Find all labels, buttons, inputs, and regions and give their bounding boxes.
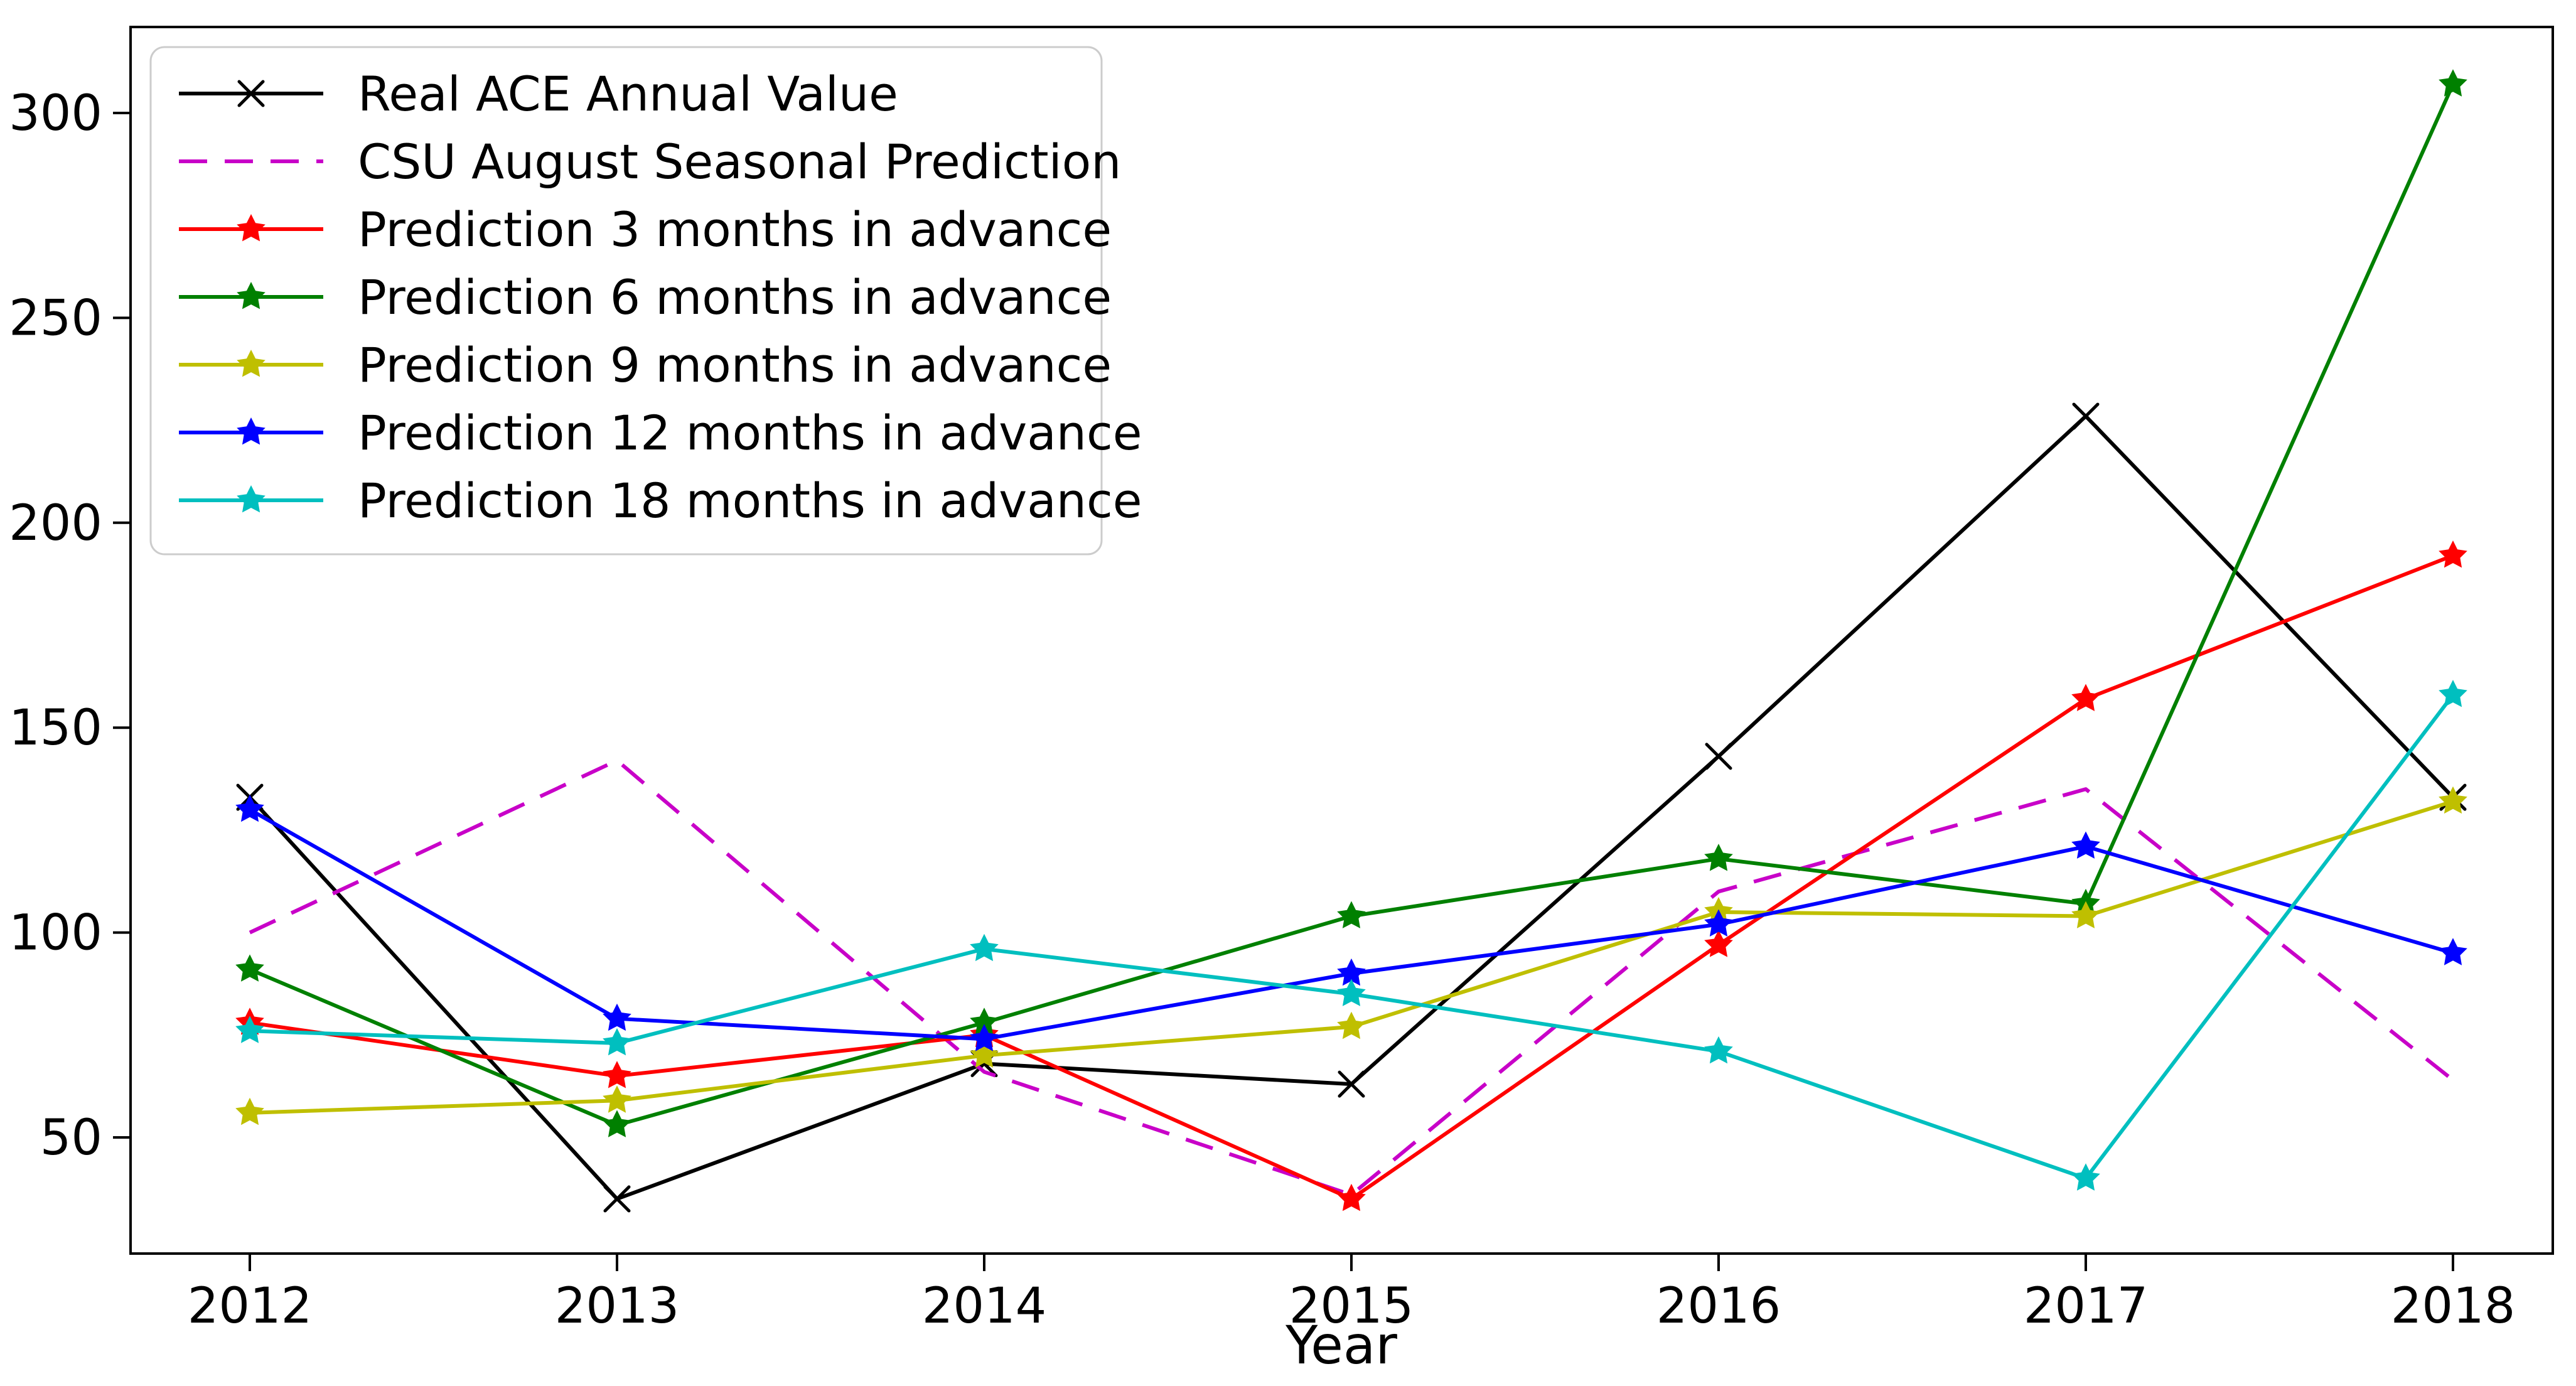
y-axis: 50 100 150 200 250 300	[9, 85, 131, 1166]
legend-label: Real ACE Annual Value	[358, 66, 898, 122]
x-tick-label: 2015	[1289, 1278, 1414, 1335]
star-marker	[1337, 1011, 1366, 1040]
star-marker	[1704, 909, 1733, 937]
legend-item: CSU August Seasonal Prediction	[179, 134, 1121, 190]
legend-item: Prediction 6 months in advance	[179, 269, 1112, 325]
star-marker	[603, 1003, 631, 1031]
star-marker	[1704, 844, 1733, 871]
series-prediction-3-months-in-advance	[235, 540, 2467, 1211]
x-tick-label: 2013	[555, 1278, 680, 1335]
star-marker	[1337, 958, 1366, 986]
y-tick-label: 50	[40, 1110, 102, 1166]
star-marker	[235, 794, 264, 822]
series-line	[249, 758, 2454, 1197]
x-tick-label: 2018	[2391, 1278, 2516, 1335]
y-tick-label: 250	[9, 290, 102, 346]
legend-label: Prediction 12 months in advance	[358, 405, 1142, 461]
legend-item: Prediction 3 months in advance	[179, 201, 1112, 257]
legend-item: Real ACE Annual Value	[179, 66, 898, 122]
star-marker	[2071, 831, 2100, 859]
series-line	[249, 799, 2454, 1115]
legend-label: CSU August Seasonal Prediction	[358, 134, 1121, 190]
x-marker	[1705, 743, 1732, 770]
x-tick-label: 2014	[922, 1278, 1047, 1335]
series-markers	[235, 680, 2467, 1191]
star-marker	[970, 1040, 999, 1068]
legend-item: Prediction 12 months in advance	[179, 405, 1142, 461]
legend-label: Prediction 9 months in advance	[358, 337, 1112, 393]
y-tick-label: 150	[9, 700, 102, 756]
legend-item: Prediction 9 months in advance	[179, 337, 1112, 393]
x-tick-label: 2012	[188, 1278, 313, 1335]
star-marker	[2439, 540, 2467, 568]
x-marker	[1338, 1070, 1365, 1098]
series-line	[249, 694, 2455, 1181]
x-marker	[2072, 402, 2100, 430]
x-axis-title: Year	[1285, 1314, 1397, 1376]
star-marker	[1704, 1036, 1733, 1064]
star-marker	[2071, 1163, 2100, 1191]
y-tick-label: 100	[9, 905, 102, 962]
star-marker	[1337, 979, 1366, 1006]
star-marker	[603, 1110, 631, 1137]
legend-label: Prediction 18 months in advance	[358, 473, 1142, 529]
star-marker	[603, 1085, 631, 1113]
series-markers	[235, 786, 2467, 1125]
star-marker	[237, 214, 266, 242]
series-prediction-18-months-in-advance	[235, 680, 2467, 1191]
star-marker	[970, 933, 999, 962]
series-csu-august-seasonal-prediction	[249, 758, 2454, 1197]
legend: Real ACE Annual Value CSU August Seasonal…	[149, 46, 1142, 556]
star-marker	[2439, 680, 2467, 707]
series-markers	[235, 69, 2467, 1137]
star-marker	[1337, 1183, 1366, 1211]
y-tick-label: 300	[9, 85, 102, 142]
star-marker	[235, 1016, 264, 1043]
star-marker	[1704, 930, 1733, 957]
star-marker	[2439, 786, 2467, 814]
star-marker	[1337, 901, 1366, 928]
star-marker	[970, 1024, 999, 1051]
series-prediction-9-months-in-advance	[235, 786, 2467, 1125]
y-tick-label: 200	[9, 495, 102, 552]
legend-box	[149, 46, 1103, 556]
star-marker	[2071, 901, 2100, 928]
series-line	[249, 808, 2454, 1041]
star-marker	[237, 282, 266, 309]
star-marker	[970, 1007, 999, 1035]
star-marker	[603, 1061, 631, 1088]
legend-label: Prediction 6 months in advance	[358, 269, 1112, 325]
star-marker	[2439, 69, 2467, 97]
star-marker	[2439, 938, 2467, 965]
legend-label: Prediction 3 months in advance	[358, 201, 1112, 257]
x-marker	[603, 1185, 631, 1213]
star-marker	[237, 485, 266, 513]
x-tick-label: 2016	[1656, 1278, 1781, 1335]
x-tick-label: 2017	[2024, 1278, 2149, 1335]
star-marker	[2071, 684, 2100, 711]
star-marker	[237, 350, 266, 377]
star-marker	[603, 1028, 631, 1056]
series-markers	[235, 540, 2467, 1211]
series-markers	[235, 794, 2467, 1051]
star-marker	[235, 1097, 264, 1125]
x-axis: 2012 2013 2014 2015 2016 2017 2018	[188, 1254, 2516, 1335]
legend-item: Prediction 18 months in advance	[179, 473, 1142, 529]
star-marker	[237, 417, 266, 445]
plot-border	[129, 26, 2554, 1255]
x-marker	[237, 80, 265, 107]
star-marker	[235, 954, 264, 982]
series-prediction-12-months-in-advance	[235, 794, 2467, 1051]
